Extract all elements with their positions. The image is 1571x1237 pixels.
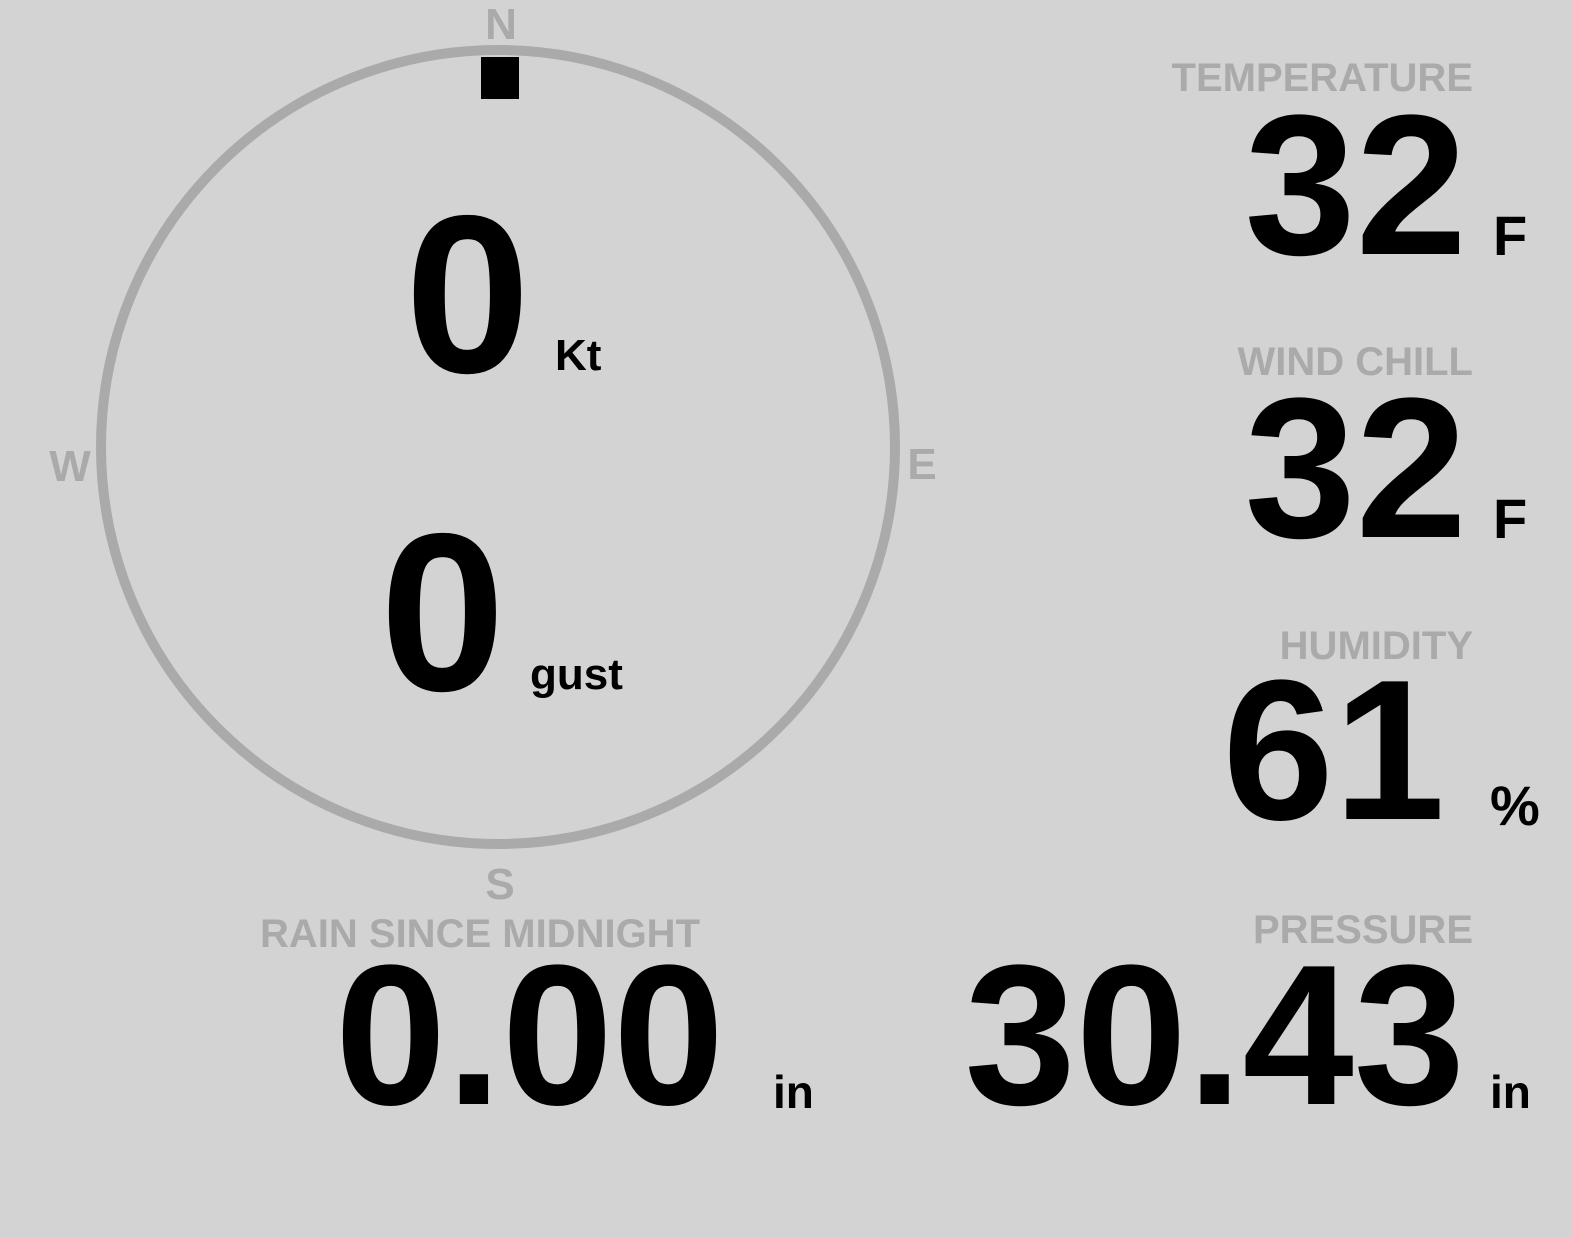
pressure-value: 30.43 (964, 924, 1466, 1147)
temperature-label: TEMPERATURE (1171, 56, 1473, 100)
pressure-label: PRESSURE (1252, 908, 1473, 952)
humidity-value: 61 (1222, 639, 1445, 862)
wind-speed-unit: Kt (555, 331, 602, 380)
compass-north: N (485, 0, 517, 49)
temperature-unit: F (1493, 204, 1528, 267)
humidity-label: HUMIDITY (1279, 624, 1473, 668)
compass-south: S (485, 860, 515, 909)
compass-ring (96, 45, 900, 849)
rain-value: 0.00 (335, 924, 725, 1147)
wind-chill-label: WIND CHILL (1237, 340, 1473, 384)
humidity-unit: % (1490, 774, 1540, 837)
temperature-value: 32 (1244, 74, 1467, 297)
gust-value: 0 (380, 486, 506, 738)
rain-label: RAIN SINCE MIDNIGHT (260, 912, 700, 956)
pressure-unit: in (1490, 1066, 1531, 1118)
gust-unit: gust (530, 650, 623, 699)
wind-speed-value: 0 (405, 168, 531, 420)
wind-chill-value: 32 (1244, 357, 1467, 580)
compass-east: E (907, 440, 937, 489)
wind-chill-unit: F (1493, 487, 1528, 550)
rain-unit: in (773, 1066, 814, 1118)
compass-west: W (49, 442, 91, 491)
wind-direction-indicator (481, 57, 519, 99)
